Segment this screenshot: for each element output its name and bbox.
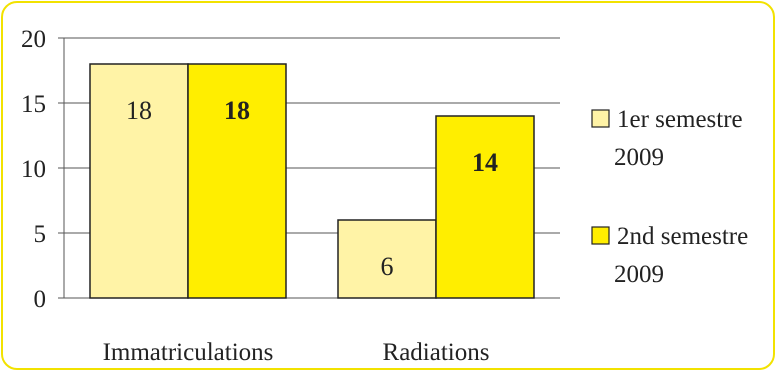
bar	[435, 115, 535, 299]
data-label: 18	[126, 96, 152, 125]
x-category-label: Immatriculations	[103, 339, 274, 366]
legend-swatch	[591, 226, 610, 245]
legend-label: 2009	[614, 144, 664, 171]
y-tick-label: 10	[21, 156, 46, 183]
bar	[89, 63, 189, 299]
legend-label: 2nd semestre	[617, 223, 748, 250]
x-category-label: Radiations	[383, 339, 490, 366]
y-tick-label: 15	[21, 91, 46, 118]
y-tick-label: 5	[34, 221, 47, 248]
legend-label: 2009	[614, 261, 664, 288]
bar	[187, 63, 287, 299]
y-tick-label: 20	[21, 26, 46, 53]
data-label: 14	[472, 148, 498, 177]
legend-swatch	[591, 109, 610, 128]
y-tick-label: 0	[34, 286, 47, 313]
legend-label: 1er semestre	[617, 106, 743, 133]
data-label: 6	[381, 252, 394, 281]
data-label: 18	[224, 96, 250, 125]
bar	[337, 219, 437, 299]
